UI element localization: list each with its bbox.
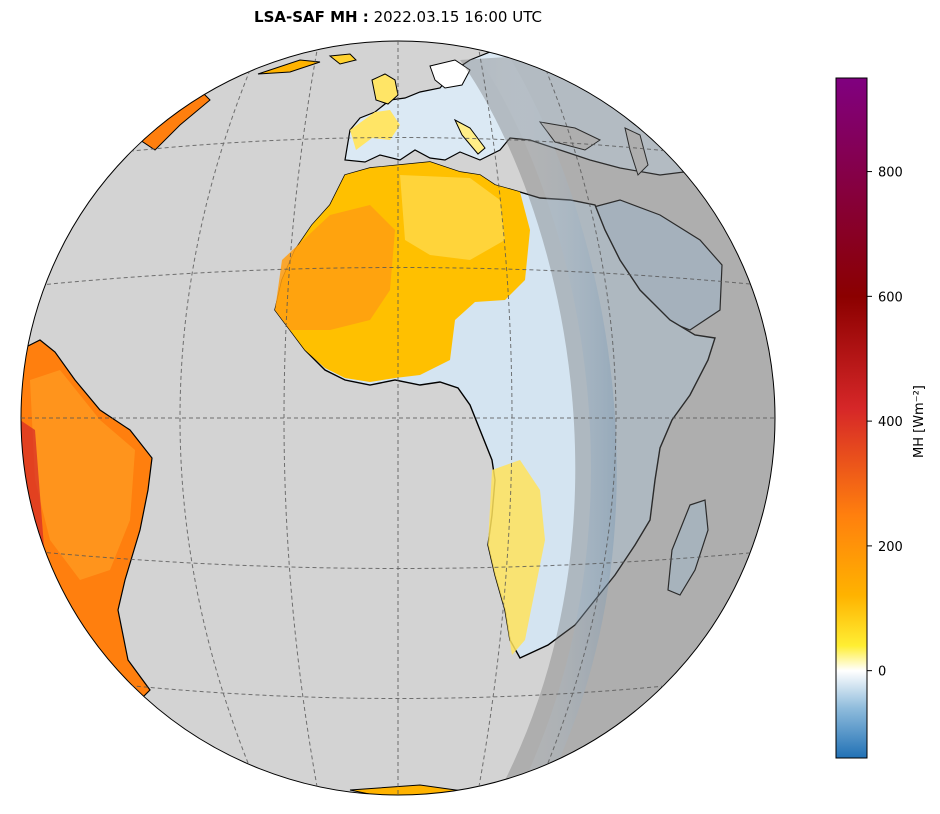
scandinavia <box>429 59 471 89</box>
colorbar-bar <box>835 77 868 759</box>
colorbar-tick-label: 200 <box>878 540 903 555</box>
meridian-w40 <box>179 69 251 769</box>
title-datetime: 2022.03.15 16:00 UTC <box>373 8 542 26</box>
graticule <box>21 41 775 795</box>
colorbar-ticks: 0 200 400 600 800 <box>867 166 903 680</box>
south-america-red-edge <box>21 420 90 660</box>
meridian-w20 <box>283 44 319 793</box>
europe-west-warm <box>350 110 400 150</box>
greenland <box>257 59 321 75</box>
uk-island <box>371 73 399 105</box>
iceland <box>328 53 357 65</box>
parallel-north-40 <box>94 137 706 156</box>
caspian-sea <box>624 127 649 176</box>
colorbar-tick-label: 0 <box>878 665 886 680</box>
africa-west-orange <box>275 205 395 330</box>
parallel-south-20 <box>39 551 761 569</box>
colorbar-label: MH [Wm⁻²] <box>912 385 927 458</box>
colorbar-tick-label: 600 <box>878 290 903 305</box>
colorbar-tick-label: 800 <box>878 166 903 181</box>
globe <box>21 41 775 795</box>
meridian-e40 <box>545 69 617 769</box>
dusk-band <box>480 50 617 790</box>
colorbar: 0 200 400 600 800 <box>835 77 903 759</box>
africa-south-warm <box>488 460 545 655</box>
map-title: LSA-SAF MH : 2022.03.15 16:00 UTC <box>0 8 796 26</box>
africa-north-yellow <box>400 175 505 260</box>
south-america-inner <box>30 370 135 580</box>
meridian-e20 <box>477 44 513 793</box>
madagascar <box>667 499 709 596</box>
colorbar-tick-label: 400 <box>878 415 903 430</box>
night-shadow <box>460 41 775 790</box>
parallel-south-40 <box>94 681 706 699</box>
italy <box>453 118 486 155</box>
parallel-north-20 <box>39 267 761 286</box>
title-prefix: LSA-SAF MH : <box>254 8 369 26</box>
